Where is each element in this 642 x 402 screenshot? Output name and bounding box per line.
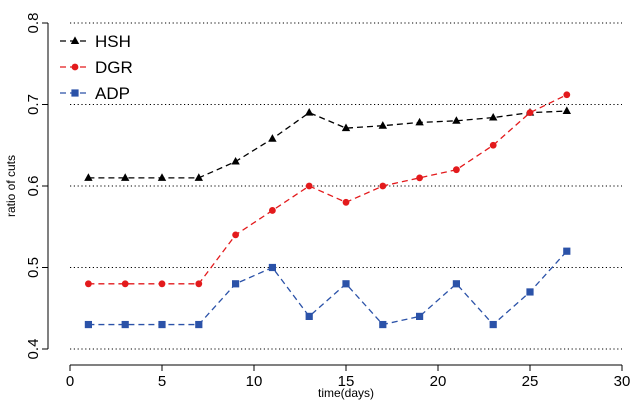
legend-label: DGR (95, 58, 133, 77)
data-point-dgr (195, 280, 203, 288)
data-point-hsh (489, 112, 498, 121)
x-axis-title: time(days) (318, 386, 374, 400)
y-axis-title: ratio of cuts (4, 155, 18, 217)
data-point-hsh (378, 121, 387, 129)
data-point-hsh (415, 117, 424, 126)
legend-marker (71, 63, 79, 71)
series-layer (84, 91, 571, 329)
data-point-dgr (526, 109, 534, 117)
y-tick-label: 0.4 (25, 339, 42, 360)
x-tick-label: 30 (614, 373, 631, 390)
y-tick-label: 0.8 (25, 13, 42, 34)
legend: HSH DGR ADP (60, 32, 133, 103)
legend-marker (71, 89, 79, 97)
legend-item-dgr: DGR (60, 58, 133, 77)
data-point-adp (121, 320, 129, 329)
data-point-hsh (562, 106, 571, 115)
data-point-dgr (158, 280, 166, 288)
data-point-dgr (85, 280, 92, 288)
data-point-dgr (232, 231, 240, 239)
data-point-adp (416, 312, 424, 320)
data-point-dgr (416, 174, 423, 182)
y-tick-label: 0.7 (25, 94, 42, 115)
data-point-dgr (379, 182, 387, 190)
series-hsh (84, 106, 571, 181)
data-point-adp (305, 312, 313, 320)
series-adp (84, 247, 571, 329)
data-point-dgr (269, 207, 276, 214)
data-point-adp (526, 288, 534, 296)
series-line-hsh (88, 110, 567, 179)
data-point-hsh (452, 116, 461, 124)
series-line-adp (88, 250, 568, 326)
data-point-hsh (231, 156, 240, 165)
data-point-adp (232, 280, 240, 288)
data-point-adp (268, 263, 276, 272)
data-point-dgr (121, 280, 129, 288)
data-point-hsh (157, 173, 167, 181)
data-point-adp (158, 320, 166, 329)
y-tick-label: 0.6 (25, 176, 42, 197)
series-dgr (85, 91, 571, 288)
data-point-hsh (194, 173, 203, 181)
x-tick-label: 0 (66, 373, 74, 390)
data-point-dgr (453, 166, 460, 174)
data-point-hsh (84, 173, 93, 181)
data-point-adp (342, 280, 350, 288)
legend-item-adp: ADP (60, 84, 130, 103)
y-tick-label: 0.5 (25, 257, 42, 278)
series-line-dgr (88, 94, 568, 285)
data-point-adp (452, 280, 460, 288)
legend-marker (70, 36, 80, 44)
data-point-dgr (563, 91, 571, 99)
grid-lines (70, 22, 622, 350)
data-point-adp (563, 247, 571, 255)
legend-label: ADP (95, 84, 130, 103)
x-tick-label: 20 (430, 373, 447, 390)
legend-label: HSH (95, 32, 131, 51)
x-tick-label: 25 (522, 373, 539, 390)
data-point-dgr (305, 182, 313, 190)
data-point-adp (195, 320, 203, 329)
data-point-hsh (268, 134, 277, 142)
data-point-adp (489, 320, 497, 329)
data-point-dgr (489, 141, 497, 149)
legend-item-hsh: HSH (60, 32, 131, 51)
data-point-hsh (341, 123, 351, 132)
data-point-hsh (121, 173, 130, 181)
x-tick-label: 5 (158, 373, 166, 390)
x-tick-label: 10 (246, 373, 263, 390)
data-point-adp (84, 320, 92, 329)
data-point-hsh (305, 108, 314, 116)
data-point-dgr (342, 198, 350, 206)
axes: 0 5 10 15 20 25 30 0.4 0.5 0.6 0.7 0.8 (25, 13, 630, 390)
x-tick-label: 15 (338, 373, 355, 390)
data-point-adp (379, 320, 387, 329)
